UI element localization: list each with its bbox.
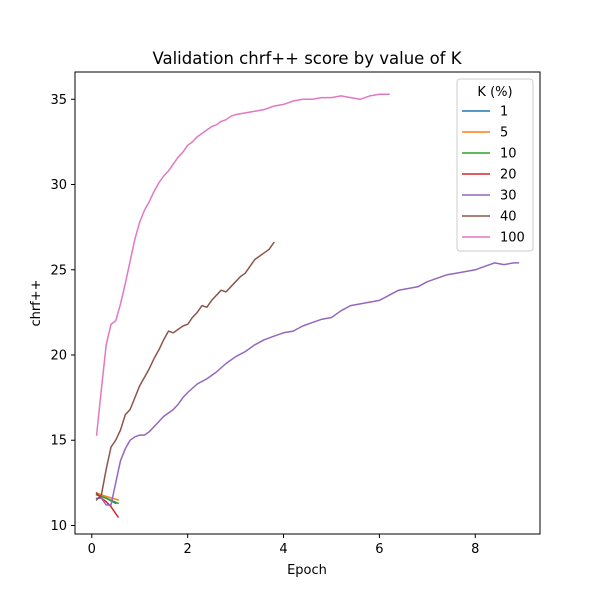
series-line-5 [95,492,120,501]
legend-label-5: 5 [500,126,508,141]
y-tick-label: 20 [50,348,67,363]
x-tick-label: 0 [88,542,96,557]
x-tick-label: 4 [279,542,287,557]
legend-label-100: 100 [500,231,525,246]
x-tick-label: 8 [471,542,479,557]
legend: K (%) 1 5 10 20 30 40 100 [456,78,534,252]
legend-label-10: 10 [500,147,517,162]
series-line-100 [95,93,390,436]
legend-label-1: 1 [500,105,508,120]
series-line-40 [95,241,275,501]
plot-frame [74,71,541,535]
legend-items: 1 5 10 20 30 40 100 [462,105,525,246]
y-tick-label: 10 [50,519,67,534]
legend-label-20: 20 [500,168,517,183]
legend-label-40: 40 [500,210,517,225]
legend-title: K (%) [477,85,512,100]
legend-label-30: 30 [500,189,517,204]
legend-box [456,78,534,252]
series-line-30 [95,262,520,506]
y-tick-label: 15 [50,434,67,449]
x-axis-title: Epoch [287,563,327,578]
y-tick-label: 30 [50,178,67,193]
x-tick-label: 6 [375,542,383,557]
y-tick-label: 35 [50,93,67,108]
x-tick-label: 2 [184,542,192,557]
y-axis-title: chrf++ [29,279,44,326]
y-tick-label: 25 [50,263,67,278]
chart-title: Validation chrf++ score by value of K [152,49,462,68]
